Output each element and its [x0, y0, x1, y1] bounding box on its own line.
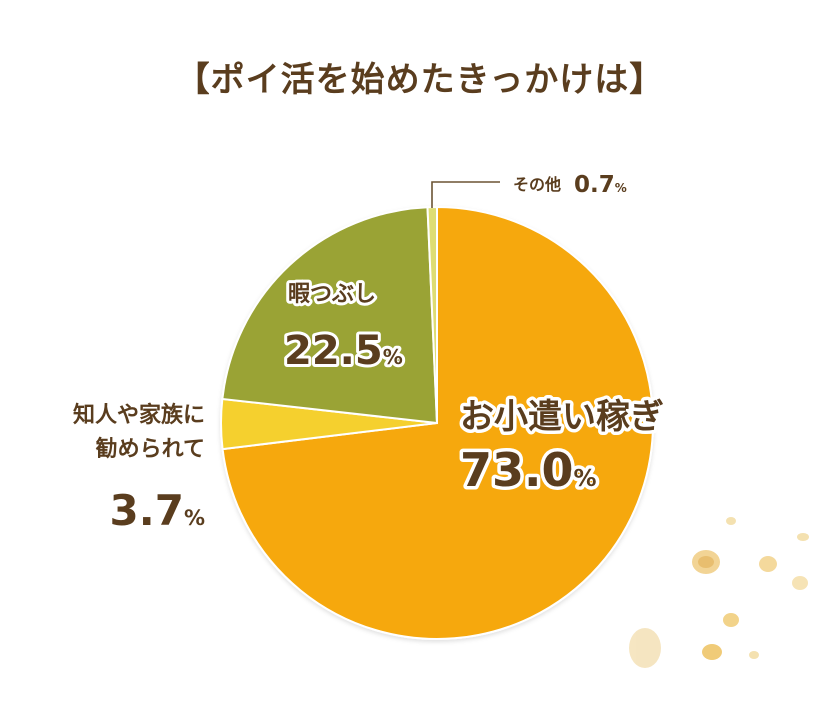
slice-value-family-number: 3.7	[110, 486, 184, 535]
slice-label-boredom: 暇つぶし	[288, 282, 376, 307]
coin-decoration	[629, 628, 661, 668]
coin-decoration	[797, 533, 809, 541]
slice-value-other: 0.7%	[574, 172, 627, 198]
slice-label-family-line1: 知人や家族に	[73, 402, 205, 428]
slice-value-family: 3.7%	[110, 486, 205, 535]
slice-value-main-number: 73.0	[460, 443, 574, 497]
pie-slice-2	[221, 206, 439, 425]
slice-value-family-unit: %	[184, 506, 205, 530]
slice-value-other-unit: %	[615, 181, 627, 195]
coin-decoration	[726, 517, 736, 525]
pie-slices	[220, 205, 654, 640]
coin-decoration	[698, 556, 714, 568]
coin-decoration	[723, 613, 739, 627]
chart-title: 【ポイ活を始めたきっかけは】	[175, 60, 665, 100]
coin-decoration	[702, 644, 722, 660]
coin-decoration	[749, 651, 759, 659]
slice-value-boredom-unit: %	[383, 345, 403, 369]
slice-label-family-line2: 勧められて	[96, 436, 205, 462]
other-leader-line	[431, 181, 500, 208]
slice-label-other: その他	[513, 175, 561, 194]
decorative-coins	[629, 517, 809, 668]
slice-label-main: お小遣い稼ぎ	[460, 397, 664, 437]
slice-value-other-number: 0.7	[574, 172, 615, 198]
slice-value-boredom-number: 22.5	[284, 328, 383, 374]
coin-decoration	[759, 556, 777, 572]
slice-value-main: 73.0%	[460, 443, 597, 497]
slice-value-boredom: 22.5%	[284, 328, 403, 374]
slice-value-main-unit: %	[574, 466, 597, 492]
coin-decoration	[792, 576, 808, 590]
